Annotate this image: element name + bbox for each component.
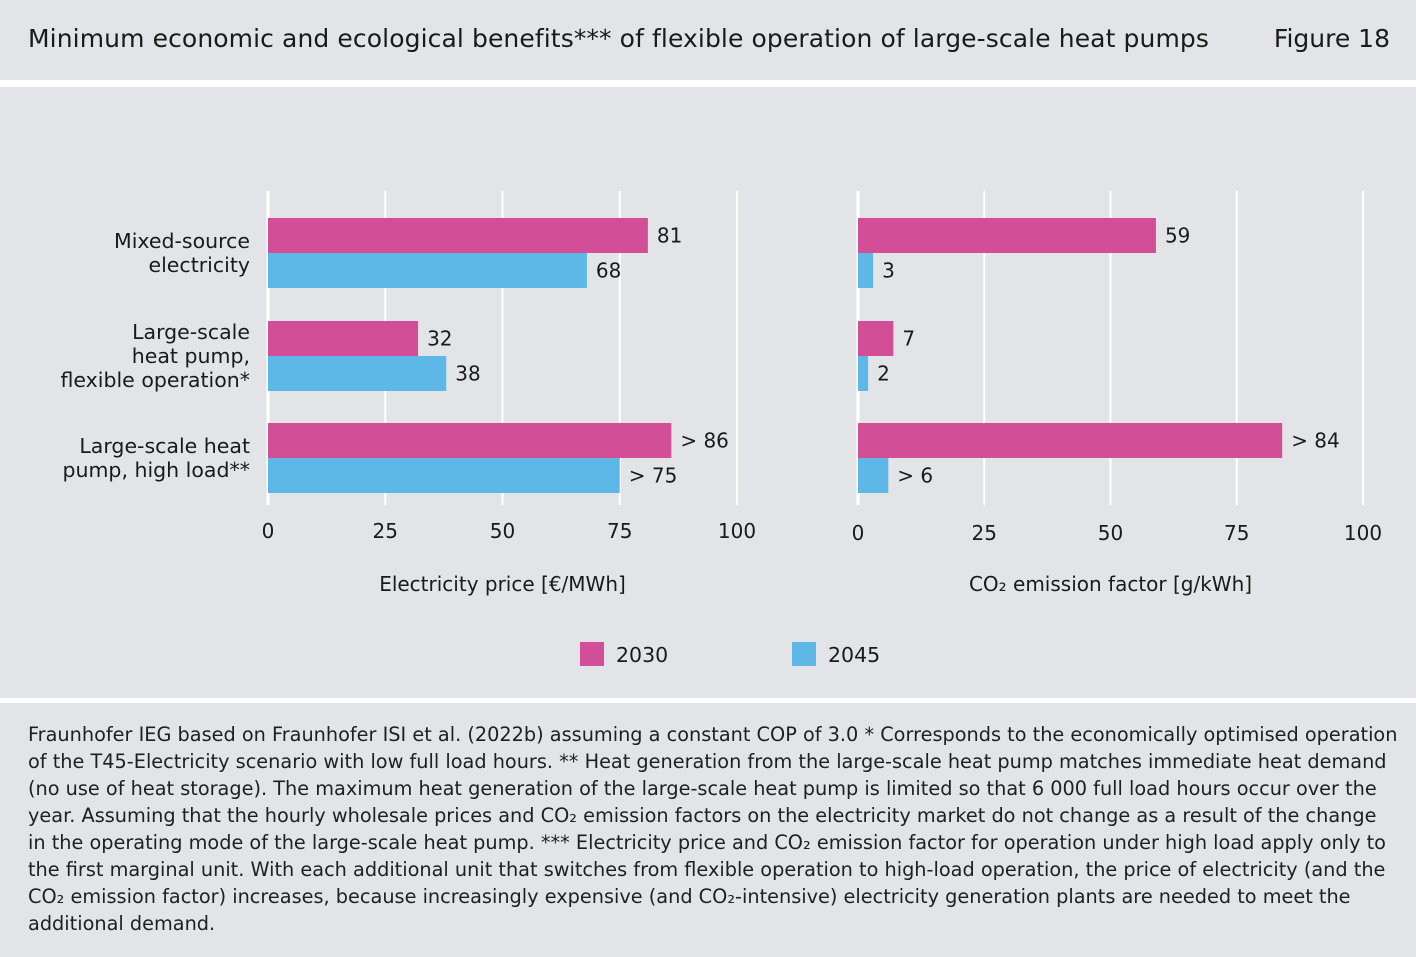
tick-label: 25 — [972, 521, 997, 545]
bar-value-label: > 75 — [629, 464, 678, 488]
bar-value-label: > 84 — [1291, 429, 1340, 453]
tick-label: 50 — [1098, 521, 1123, 545]
bar-2030-1 — [858, 321, 894, 356]
bar-2045-1 — [858, 356, 869, 391]
footnote-panel: Fraunhofer IEG based on Fraunhofer ISI e… — [0, 703, 1416, 957]
bar-value-label: 38 — [455, 362, 480, 386]
legend-label: 2030 — [616, 643, 668, 667]
bar-2030-0 — [268, 218, 648, 253]
bar-2045-2 — [858, 458, 889, 493]
tick-label: 75 — [607, 519, 632, 543]
bar-value-label: 7 — [902, 327, 915, 351]
x-axis-label: CO₂ emission factor [g/kWh] — [969, 572, 1252, 596]
bar-value-label: 59 — [1165, 224, 1190, 248]
bar-value-label: 32 — [427, 327, 452, 351]
figure-label: Figure 18 — [1273, 24, 1390, 53]
bar-2045-1 — [268, 356, 447, 391]
category-label: Large-scale heat — [79, 434, 250, 458]
bar-value-label: 68 — [596, 259, 621, 283]
tick-label: 100 — [718, 519, 756, 543]
header-bar: Minimum economic and ecological benefits… — [0, 0, 1416, 80]
bar-2045-0 — [268, 253, 587, 288]
category-label: heat pump, — [132, 344, 250, 368]
tick-label: 100 — [1344, 521, 1382, 545]
tick-label: 25 — [373, 519, 398, 543]
footnote-text: Fraunhofer IEG based on Fraunhofer ISI e… — [28, 723, 1398, 935]
category-label: Large-scale — [132, 320, 250, 344]
bar-value-label: 2 — [877, 362, 890, 386]
bar-value-label: > 86 — [680, 429, 729, 453]
bar-value-label: 3 — [882, 259, 895, 283]
tick-label: 75 — [1224, 521, 1249, 545]
bar-value-label: 81 — [657, 224, 682, 248]
x-axis-label: Electricity price [€/MWh] — [379, 572, 626, 596]
bar-2030-1 — [268, 321, 419, 356]
chart-panel: 81 32 > 86 68 38 > 75 0 25 50 75 100 Electricity pr… — [0, 87, 1416, 698]
bar-value-label: > 6 — [897, 464, 933, 488]
legend-swatch-2030 — [580, 642, 604, 666]
tick-label: 0 — [262, 519, 275, 543]
bar-2030-2 — [858, 423, 1283, 458]
category-label: Mixed-source — [114, 229, 250, 253]
legend-swatch-2045 — [792, 642, 816, 666]
legend-label: 2045 — [828, 643, 880, 667]
chart-title: Minimum economic and ecological benefits… — [28, 24, 1209, 53]
tick-label: 0 — [852, 521, 865, 545]
category-label: flexible operation* — [60, 368, 250, 392]
bar-2030-2 — [268, 423, 672, 458]
category-label: pump, high load** — [62, 458, 250, 482]
category-label: electricity — [149, 253, 251, 277]
bar-2045-2 — [268, 458, 620, 493]
bar-2030-0 — [858, 218, 1156, 253]
bar-2045-0 — [858, 253, 874, 288]
tick-label: 50 — [490, 519, 515, 543]
